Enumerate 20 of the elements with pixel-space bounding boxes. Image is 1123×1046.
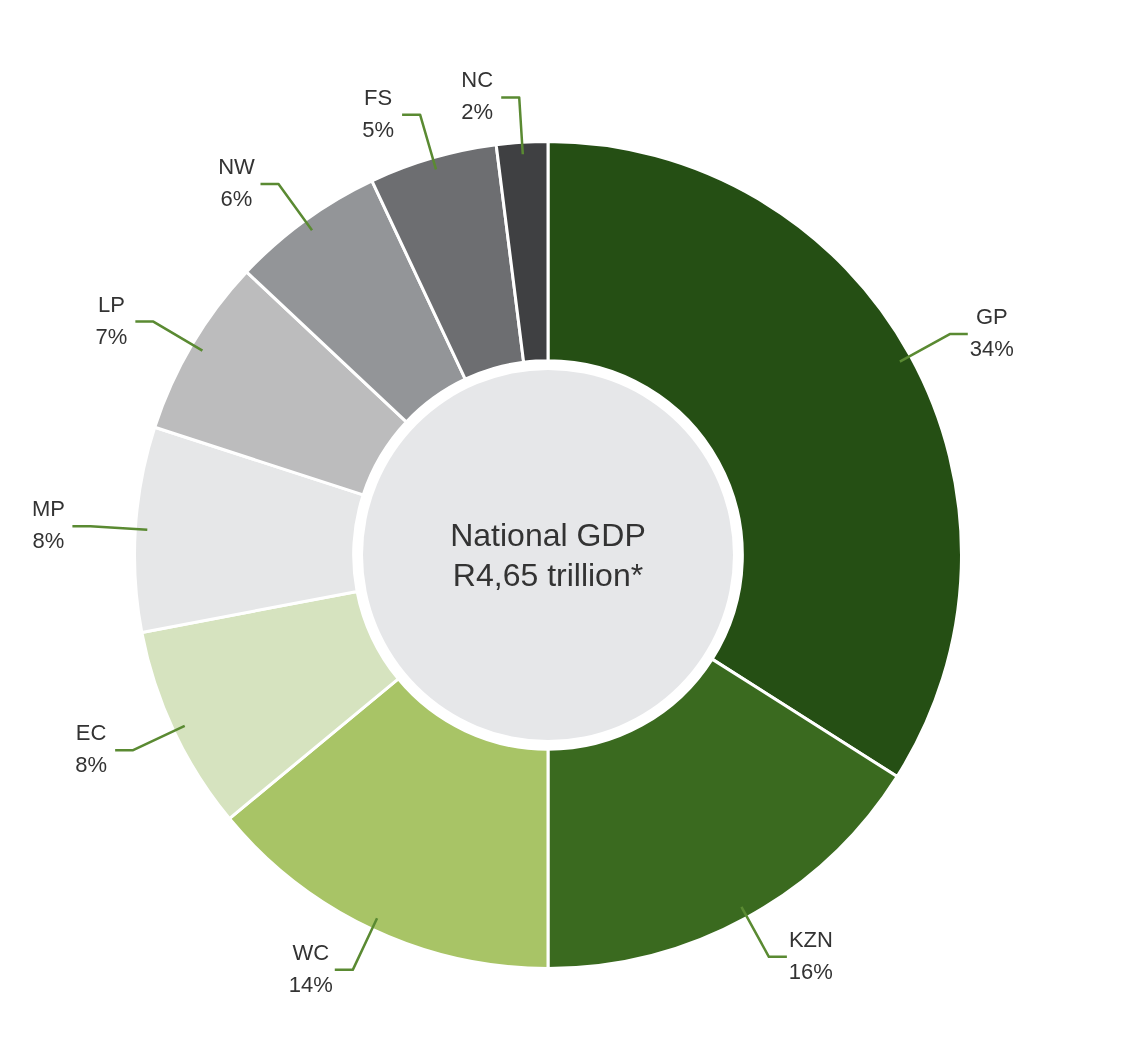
text: National GDP [450,516,646,555]
slice-label: WC [292,939,330,965]
data-label: 6% [220,186,253,212]
slice-label: FS [364,84,393,110]
data-label: 34% [969,336,1014,362]
slice-label: NC [461,67,494,93]
slice-label: LP [97,291,125,317]
data-label: 8% [75,752,108,778]
slice-label: KZN [788,926,833,952]
data-label: 8% [32,528,65,554]
slice-label: MP [31,496,65,522]
slice-label: GP [975,304,1008,330]
slice-label: EC [75,720,107,746]
data-label: 14% [288,971,333,997]
data-label: 2% [461,99,494,125]
data-label: 16% [788,958,833,984]
data-label: 7% [95,323,128,349]
data-label: 5% [362,116,394,142]
text: R4,65 trillion* [452,556,644,595]
slice-label: NW [218,154,256,180]
